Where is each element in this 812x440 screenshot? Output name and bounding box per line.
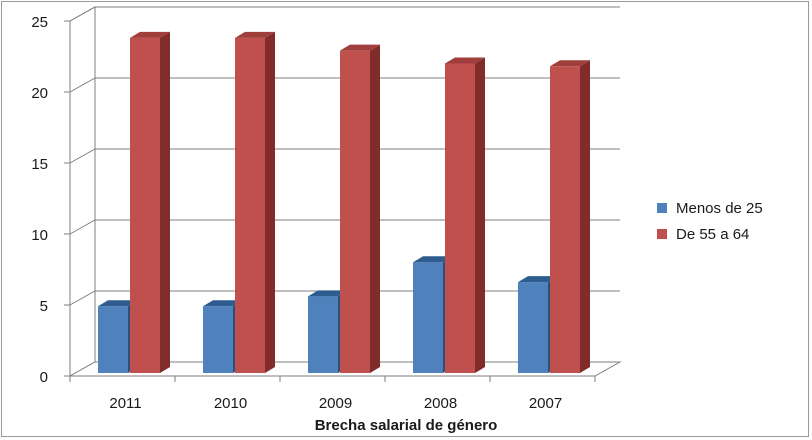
bar-front <box>98 306 128 373</box>
bar-front <box>130 37 160 373</box>
chart-walls <box>69 6 96 376</box>
x-tick-label: 2011 <box>109 395 141 412</box>
bar-side <box>475 57 485 373</box>
legend-swatch-series-1 <box>657 229 667 239</box>
bar-side <box>370 44 380 373</box>
y-axis-ticks: 0 5 10 15 20 25 <box>31 14 70 386</box>
bar-front <box>445 63 475 373</box>
y-tick-label: 0 <box>40 369 48 386</box>
legend-swatch-series-0 <box>657 203 667 213</box>
legend-item-series-0: Menos de 25 <box>657 196 763 220</box>
x-axis-label: Brecha salarial de género <box>315 417 498 434</box>
x-tick-label: 2007 <box>529 395 562 412</box>
side-wall <box>69 6 96 376</box>
bar-front <box>550 66 580 373</box>
x-tick-label: 2010 <box>214 395 247 412</box>
bar-front <box>235 37 265 373</box>
bar-De 55 a 64-2011 <box>130 31 170 373</box>
bar-De 55 a 64-2009 <box>340 44 380 373</box>
legend-label-series-1: De 55 a 64 <box>676 225 750 243</box>
legend: Menos de 25 De 55 a 64 <box>657 196 763 248</box>
bar-top <box>550 60 590 67</box>
x-tick-label: 2009 <box>319 395 352 412</box>
bar-top <box>308 290 348 297</box>
x-tick-label: 2008 <box>424 395 457 412</box>
x-axis-ticks: 2011 2010 2009 2008 2007 <box>69 376 596 412</box>
bar-top <box>235 31 275 38</box>
y-tick-label: 20 <box>31 85 48 102</box>
bar-front <box>340 50 370 373</box>
bar-side <box>580 60 590 373</box>
y-tick-label: 10 <box>31 227 48 244</box>
bar-top <box>413 256 453 263</box>
bar-top <box>518 276 558 283</box>
bars <box>98 31 590 373</box>
bar-top <box>203 300 243 307</box>
legend-label-series-0: Menos de 25 <box>676 199 763 217</box>
y-tick-label: 25 <box>31 14 48 31</box>
bar-top <box>340 44 380 51</box>
gridline <box>69 6 620 22</box>
bar-De 55 a 64-2010 <box>235 31 275 373</box>
bar-front <box>203 306 233 373</box>
y-tick-label: 5 <box>40 298 48 315</box>
bar-De 55 a 64-2007 <box>550 60 590 373</box>
bar-top <box>130 31 170 38</box>
bar-top <box>445 57 485 64</box>
bar-top <box>98 300 138 307</box>
legend-item-series-1: De 55 a 64 <box>657 222 763 246</box>
bar-side <box>265 31 275 373</box>
bar-De 55 a 64-2008 <box>445 57 485 373</box>
bar-front <box>518 282 548 373</box>
bar-side <box>160 31 170 373</box>
y-tick-label: 15 <box>31 156 48 173</box>
bar-front <box>413 262 443 373</box>
bar-front <box>308 296 338 373</box>
